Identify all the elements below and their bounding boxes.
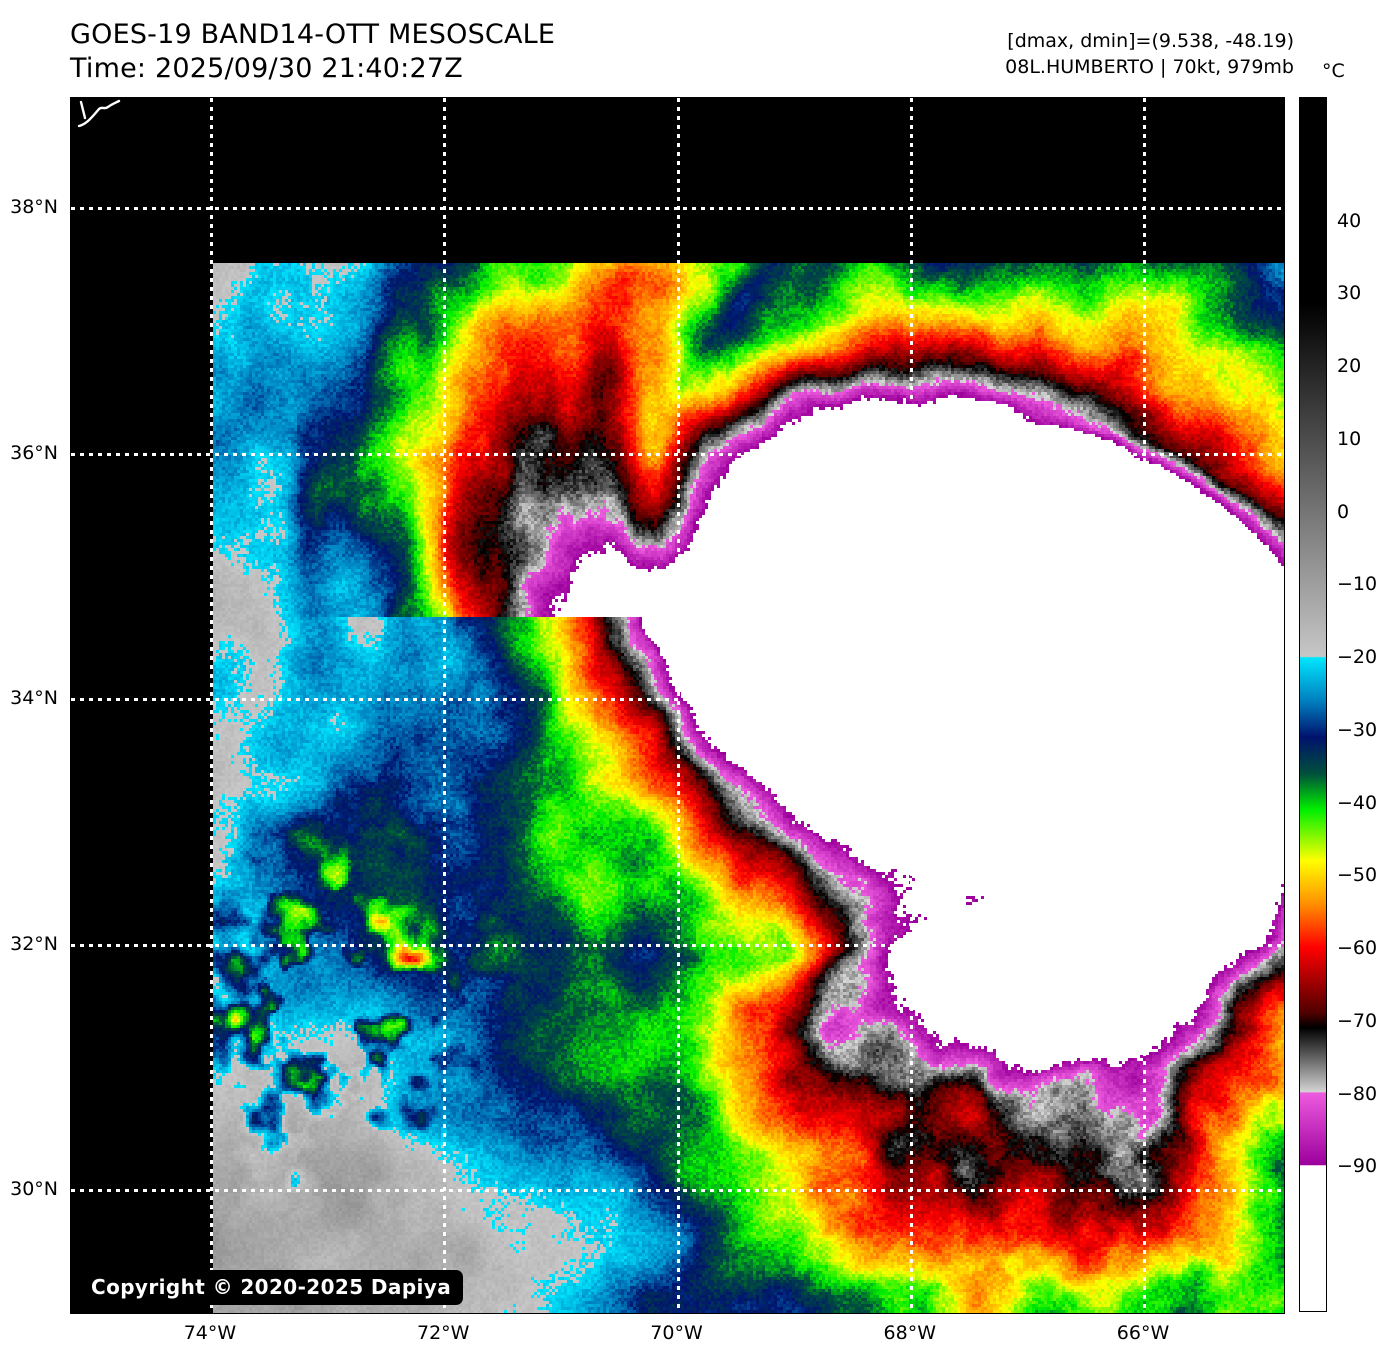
colorbar-tick-label: −30 (1337, 718, 1378, 741)
y-axis-tick-label: 36°N (10, 441, 58, 464)
gridline-lat (71, 207, 1284, 211)
colorbar-tick-label: 0 (1337, 500, 1350, 523)
x-axis-tick-label: 66°W (1116, 1322, 1170, 1344)
y-axis-tick-label: 34°N (10, 687, 58, 710)
colorbar-tick-label: 40 (1337, 209, 1362, 232)
colorbar-tick-label: −60 (1337, 937, 1378, 960)
x-axis-tick-label: 70°W (650, 1322, 703, 1344)
metadata-block: [dmax, dmin]=(9.538, -48.19) 08L.HUMBERT… (1005, 28, 1294, 80)
x-axis-tick-label: 72°W (416, 1322, 470, 1344)
timestamp-label: Time: 2025/09/30 21:40:27Z (70, 53, 463, 84)
storm-info-label: 08L.HUMBERTO | 70kt, 979mb (1005, 56, 1294, 78)
colorbar-tick-label: −20 (1337, 646, 1378, 669)
dminmax-label: [dmax, dmin]=(9.538, -48.19) (1007, 30, 1294, 52)
title-block: GOES-19 BAND14-OTT MESOSCALE Time: 2025/… (70, 18, 555, 86)
plot-inner (71, 98, 1284, 1313)
colorbar-tick-label: −80 (1337, 1082, 1378, 1105)
colorbar-tick-label: −10 (1337, 573, 1378, 596)
page-title: GOES-19 BAND14-OTT MESOSCALE (70, 19, 556, 50)
x-axis-tick-label: 68°W (883, 1322, 936, 1344)
colorbar-tick-label: 30 (1337, 282, 1362, 305)
y-axis-tick-label: 32°N (10, 932, 58, 955)
y-axis-tick-label: 38°N (10, 196, 58, 219)
y-axis-tick-label: 30°N (10, 1178, 58, 1201)
colorbar-tick-label: −70 (1337, 1009, 1378, 1032)
copyright-watermark: Copyright © 2020-2025 Dapiya (79, 1270, 464, 1305)
colorbar-tick-label: 10 (1337, 427, 1362, 450)
colorbar-tick-label: −40 (1337, 791, 1378, 814)
colorbar-tick-label: −90 (1337, 1155, 1378, 1178)
colorbar-tick-label: 20 (1337, 355, 1362, 378)
coastline-overlay (77, 99, 121, 128)
colorbar-unit-label: °C (1322, 60, 1345, 82)
x-axis-tick-label: 74°W (183, 1322, 237, 1344)
satellite-raster (213, 263, 1284, 1313)
satellite-image-plot[interactable]: Copyright © 2020-2025 Dapiya (70, 97, 1285, 1314)
colorbar-tick-label: −50 (1337, 864, 1378, 887)
colorbar (1299, 97, 1327, 1312)
